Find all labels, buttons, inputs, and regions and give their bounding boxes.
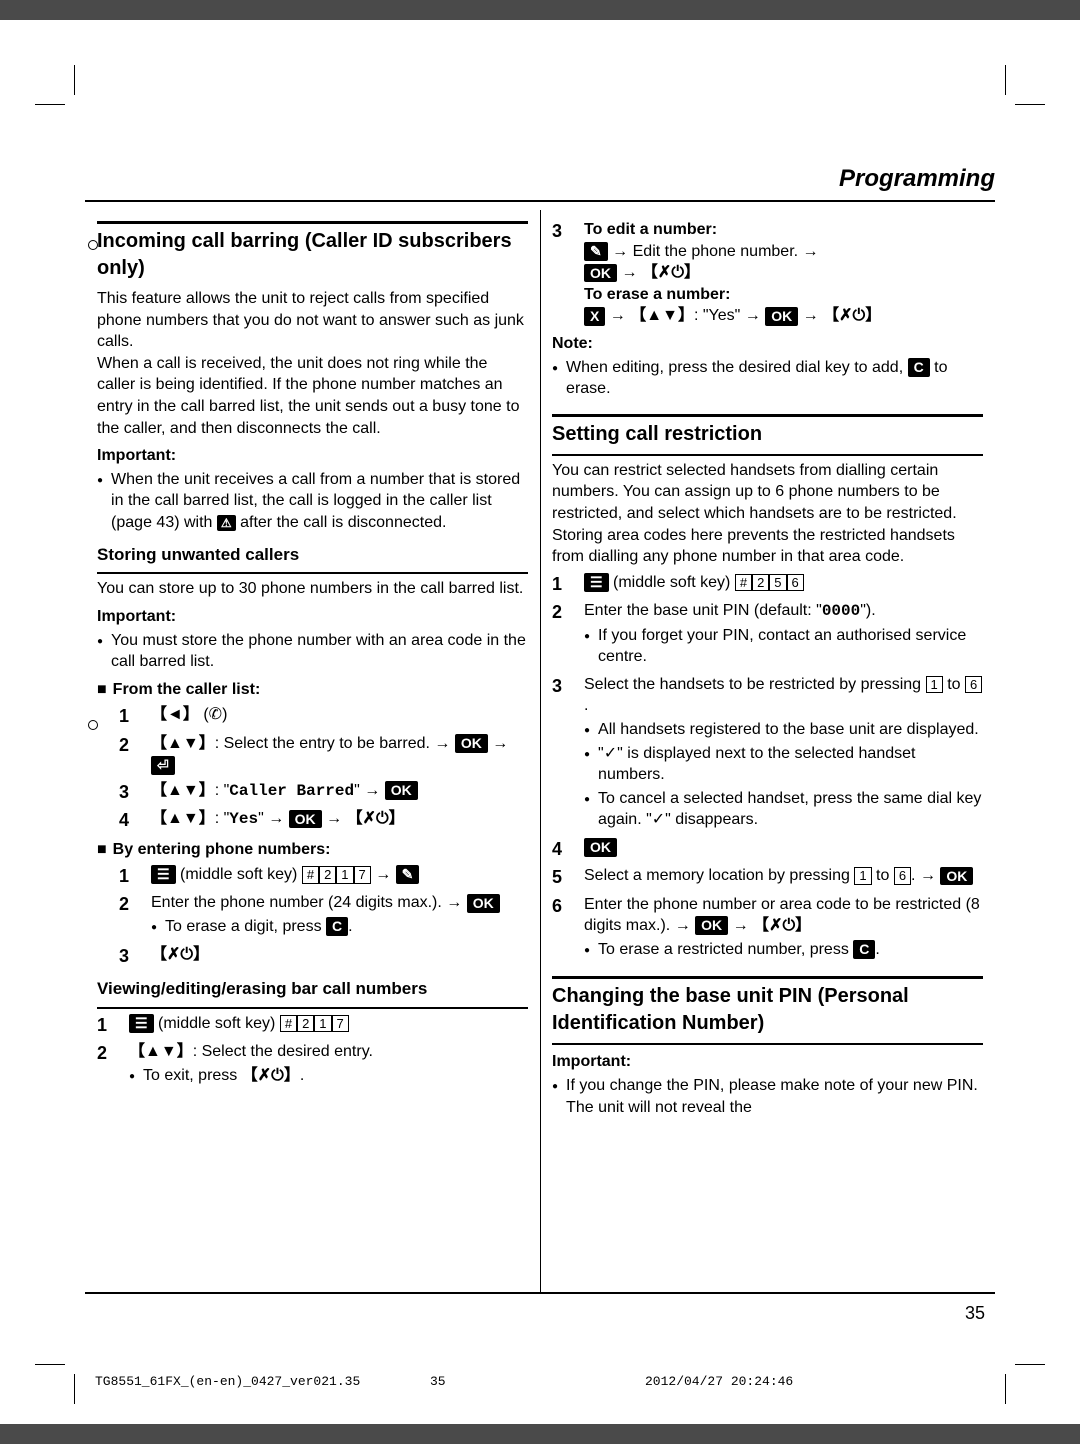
page: Programming Incoming call barring (Calle… [0,20,1080,1424]
important-label: Important: [552,1051,983,1073]
heading-call-barring: Incoming call barring (Caller ID subscri… [97,228,528,282]
footer-rule [85,1292,995,1294]
c-icon: C [326,917,348,936]
crop-mark [1005,65,1045,105]
menu-icon: ☰ [129,1014,154,1033]
section-header: Programming [839,165,995,193]
important-list: When the unit receives a call from a num… [97,469,528,534]
menu-icon: ☰ [151,865,176,884]
viewing-steps: 1☰ (middle soft key) #217 2【▲▼】: Select … [97,1013,528,1088]
c-icon: C [853,940,875,959]
restriction-intro: You can restrict selected handsets from … [552,460,983,568]
crop-mark [35,1364,75,1404]
x-icon: X [584,307,605,326]
important-label: Important: [97,606,528,628]
print-mark: 2012/04/27 20:24:46 [645,1374,793,1389]
store-text: You can store up to 30 phone numbers in … [97,578,528,600]
crop-mark [1005,1364,1045,1404]
page-number: 35 [965,1303,985,1324]
crop-mark [35,65,75,105]
from-caller-list: From the caller list: [113,681,261,698]
print-mark: 35 [430,1374,446,1389]
edit-erase-step: 3 To edit a number: ✎ → Edit the phone n… [552,219,983,327]
menu-icon: ☰ [584,573,609,592]
caller-list-steps: 1【◄】 (✆) 2【▲▼】: Select the entry to be b… [119,704,528,832]
by-entering: By entering phone numbers: [113,841,331,858]
note-label: Note: [552,333,983,355]
heading-storing: Storing unwanted callers [97,544,528,567]
important-label: Important: [97,445,528,467]
left-column: Incoming call barring (Caller ID subscri… [85,215,540,1284]
c-icon: C [908,358,930,377]
intro-text: This feature allows the unit to reject c… [97,288,528,439]
edit-icon: ✎ [584,242,608,261]
right-column: 3 To edit a number: ✎ → Edit the phone n… [540,215,995,1284]
heading-viewing: Viewing/editing/erasing bar call numbers [97,978,528,1001]
enter-num-steps: 1☰ (middle soft key) #217 → ✎ 2Enter the… [119,864,528,968]
heading-pin: Changing the base unit PIN (Personal Ide… [552,983,983,1037]
restriction-steps: 1☰ (middle soft key) #256 2Enter the bas… [552,572,983,963]
print-mark: TG8551_61FX_(en-en)_0427_ver021.35 [95,1374,360,1389]
header-rule [85,200,995,202]
columns: Incoming call barring (Caller ID subscri… [85,215,995,1284]
heading-restriction: Setting call restriction [552,421,983,448]
blocked-icon: ⚠ [217,515,236,531]
